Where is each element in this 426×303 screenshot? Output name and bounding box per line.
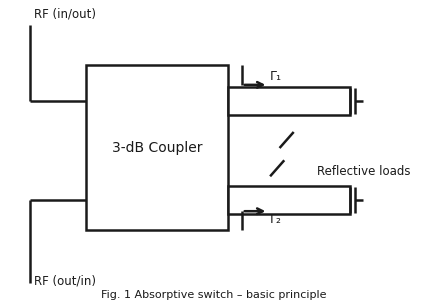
Bar	[227, 186, 349, 214]
Bar	[86, 65, 227, 230]
Text: RF (out/in): RF (out/in)	[35, 275, 96, 288]
Text: Fig. 1 Absorptive switch – basic principle: Fig. 1 Absorptive switch – basic princip…	[101, 290, 325, 300]
Text: Γ₂: Γ₂	[270, 213, 282, 226]
Text: RF (in/out): RF (in/out)	[35, 8, 96, 21]
Bar	[227, 87, 349, 115]
Text: 3-dB Coupler: 3-dB Coupler	[112, 141, 202, 155]
Text: Reflective loads: Reflective loads	[317, 165, 410, 178]
Text: Γ₁: Γ₁	[270, 70, 282, 83]
